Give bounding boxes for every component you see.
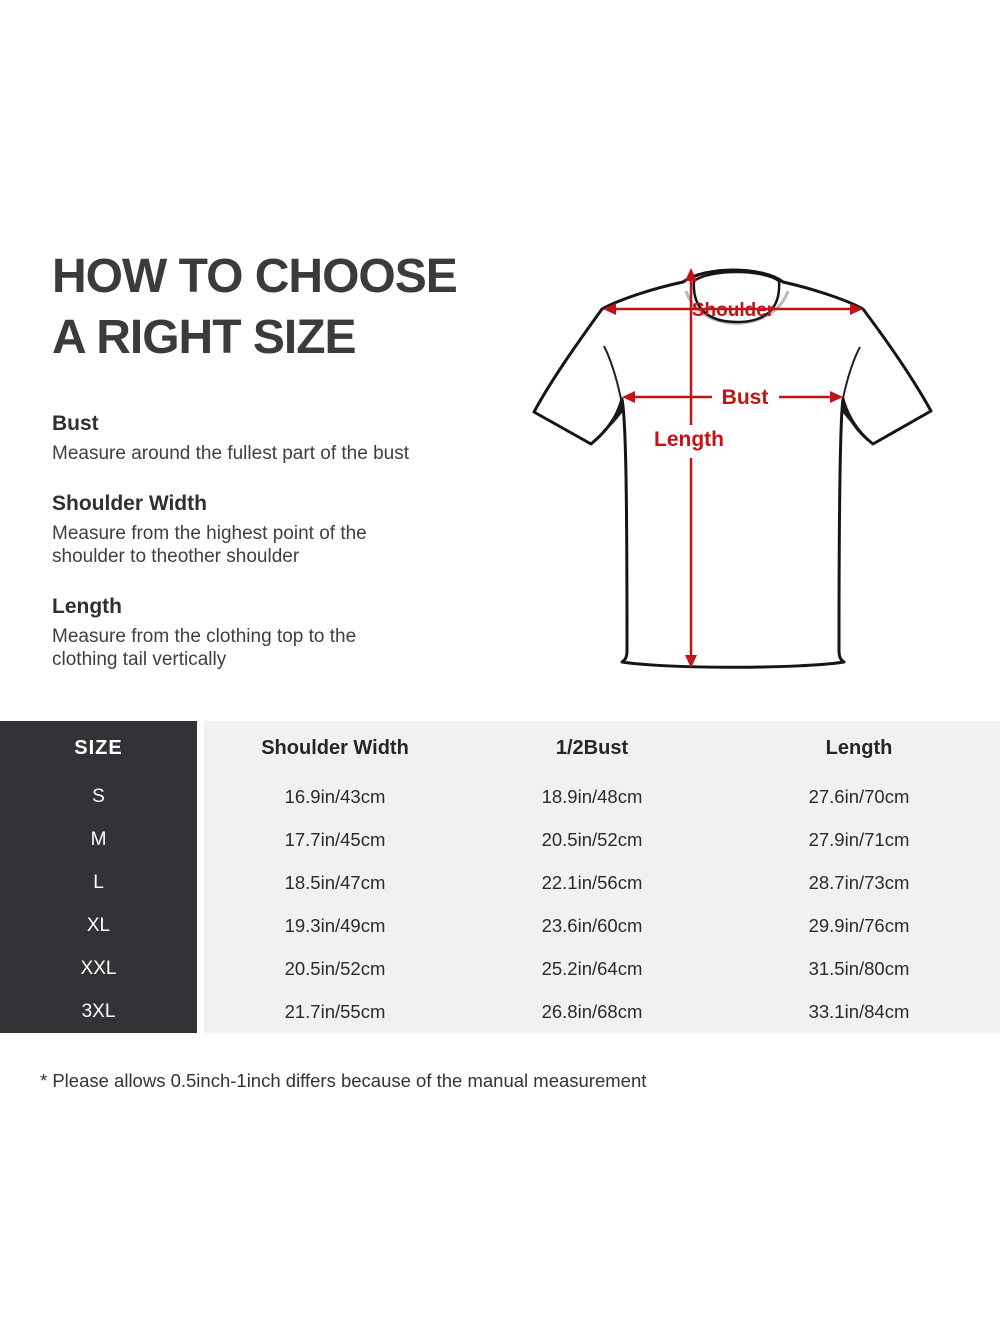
table-body-background — [204, 721, 1000, 1033]
measurement-guide: Bust Measure around the fullest part of … — [52, 412, 472, 698]
shoulder-width-value: 19.3in/49cm — [284, 914, 386, 936]
shoulder-arrow-label: Shoulder — [692, 300, 775, 321]
size-label: S — [92, 785, 105, 807]
shoulder-width-value: 18.5in/47cm — [284, 871, 386, 893]
bust-arrow-label: Bust — [722, 386, 769, 409]
shoulder-arrow — [603, 303, 863, 315]
size-table-header-row: SIZE Shoulder Width 1/2Bust Length — [0, 721, 1000, 775]
half-bust-value: 25.2in/64cm — [541, 957, 643, 979]
tshirt-measurement-diagram: Shoulder Bust Length — [532, 268, 933, 669]
page-title-line2: A RIGHT SIZE — [52, 311, 357, 364]
size-label: XL — [86, 914, 111, 936]
size-label: M — [90, 828, 107, 850]
bust-arrow — [622, 391, 843, 403]
size-label: L — [93, 871, 104, 893]
left-sleeve-seam — [603, 345, 622, 400]
length-value: 28.7in/73cm — [808, 871, 910, 893]
size-table-row: XXL 20.5in/52cm 25.2in/64cm 31.5in/80cm — [0, 947, 1000, 990]
shoulder-width-value: 21.7in/55cm — [284, 1000, 386, 1022]
length-value: 27.6in/70cm — [808, 785, 910, 807]
guide-text-bust: Measure around the fullest part of the b… — [52, 443, 409, 464]
shoulder-width-value: 17.7in/45cm — [284, 828, 386, 850]
guide-heading-bust: Bust — [52, 412, 99, 435]
size-table-row: L 18.5in/47cm 22.1in/56cm 28.7in/73cm — [0, 861, 1000, 904]
header-half-bust: 1/2Bust — [555, 736, 629, 759]
guide-section-shoulder: Shoulder Width Measure from the highest … — [52, 492, 472, 568]
measurement-footnote: * Please allows 0.5inch-1inch differs be… — [40, 1070, 647, 1091]
length-value: 31.5in/80cm — [808, 957, 910, 979]
tshirt-outline — [532, 268, 933, 669]
length-arrow — [685, 268, 697, 668]
size-table-row: M 17.7in/45cm 20.5in/52cm 27.9in/71cm — [0, 818, 1000, 861]
length-value: 33.1in/84cm — [808, 1000, 910, 1022]
size-table-row: S 16.9in/43cm 18.9in/48cm 27.6in/70cm — [0, 775, 1000, 818]
page-title: HOW TO CHOOSE A RIGHT SIZE — [52, 246, 458, 368]
left-armpit-shadow — [598, 397, 624, 437]
guide-heading-length: Length — [52, 595, 122, 618]
size-label: 3XL — [81, 1000, 116, 1022]
header-size: SIZE — [74, 736, 123, 759]
page-title-line1: HOW TO CHOOSE — [52, 250, 458, 303]
guide-text-shoulder: Measure from the highest point of the sh… — [52, 523, 367, 567]
header-length: Length — [825, 736, 893, 759]
half-bust-value: 23.6in/60cm — [541, 914, 643, 936]
size-table: SIZE Shoulder Width 1/2Bust Length S 16.… — [0, 721, 1000, 1033]
size-table-rows: SIZE Shoulder Width 1/2Bust Length S 16.… — [0, 721, 1000, 1033]
size-table-row: 3XL 21.7in/55cm 26.8in/68cm 33.1in/84cm — [0, 990, 1000, 1033]
half-bust-value: 26.8in/68cm — [541, 1000, 643, 1022]
size-column-background — [0, 721, 197, 1033]
length-arrow-label: Length — [654, 428, 724, 451]
half-bust-value: 20.5in/52cm — [541, 828, 643, 850]
guide-text-length: Measure from the clothing top to the clo… — [52, 626, 357, 670]
guide-section-length: Length Measure from the clothing top to … — [52, 595, 472, 671]
header-shoulder-width: Shoulder Width — [261, 736, 409, 759]
half-bust-value: 18.9in/48cm — [541, 785, 643, 807]
guide-heading-shoulder: Shoulder Width — [52, 492, 207, 515]
half-bust-value: 22.1in/56cm — [541, 871, 643, 893]
size-table-row: XL 19.3in/49cm 23.6in/60cm 29.9in/76cm — [0, 904, 1000, 947]
length-value: 27.9in/71cm — [808, 828, 910, 850]
shoulder-width-value: 16.9in/43cm — [284, 785, 386, 807]
guide-section-bust: Bust Measure around the fullest part of … — [52, 412, 472, 465]
size-label: XXL — [80, 957, 117, 979]
shoulder-width-value: 20.5in/52cm — [284, 957, 386, 979]
right-armpit-shadow — [841, 397, 867, 437]
length-value: 29.9in/76cm — [808, 914, 910, 936]
right-sleeve-seam — [842, 346, 861, 399]
